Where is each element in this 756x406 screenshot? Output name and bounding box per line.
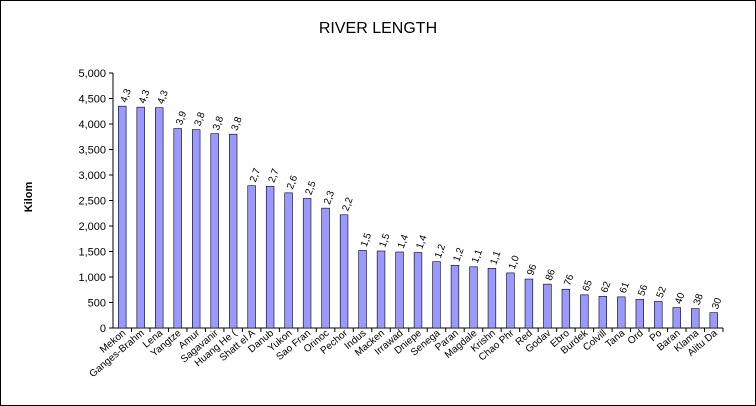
data-label: 2,5	[304, 179, 319, 196]
bar	[247, 185, 256, 329]
bar	[487, 268, 497, 329]
bar	[136, 106, 145, 329]
bar	[413, 252, 423, 329]
data-label: 62	[599, 280, 613, 295]
y-axis-label: Kilom	[23, 182, 35, 213]
bar	[580, 294, 589, 329]
bar	[672, 307, 681, 329]
y-tick-label: 500	[88, 298, 106, 310]
data-label: 3,9	[174, 109, 189, 126]
bar	[284, 192, 293, 329]
y-tick-label: 2,500	[78, 196, 106, 208]
y-tick-label: 2,000	[78, 221, 106, 233]
data-label: 3,8	[230, 115, 245, 132]
data-label: 1,5	[359, 231, 374, 248]
data-label: 52	[655, 285, 669, 300]
bar	[321, 207, 330, 329]
data-label: 56	[636, 283, 650, 298]
data-label: 65	[581, 278, 595, 293]
data-label: 3,8	[211, 114, 226, 131]
y-tick-label: 0	[100, 323, 106, 335]
bar	[376, 250, 386, 329]
y-tick-label: 3,000	[78, 170, 106, 182]
data-label: 1,4	[414, 233, 429, 250]
category-label: Ord	[626, 328, 646, 347]
bar	[450, 264, 460, 329]
data-label: 2,2	[341, 196, 356, 213]
data-label: 1,4	[396, 233, 411, 250]
y-tick-label: 4,500	[78, 94, 106, 106]
data-label: 76	[562, 273, 576, 288]
data-label: 1,0	[507, 254, 522, 271]
data-label: 2,7	[267, 167, 282, 184]
bar	[432, 261, 441, 329]
data-label: 1,1	[470, 248, 485, 265]
data-label: 4,3	[137, 88, 152, 105]
data-label: 30	[710, 296, 724, 311]
y-tick-label: 1,000	[78, 272, 106, 284]
bar	[339, 214, 349, 329]
data-label: 61	[618, 280, 632, 295]
bar	[506, 272, 515, 329]
data-label: 1,1	[488, 249, 503, 266]
chart-title: RIVER LENGTH	[319, 20, 437, 37]
data-label: 4,3	[156, 88, 171, 105]
data-label: 96	[525, 262, 539, 277]
plot-area: 0 500 1,000 1,500 2,000 2,500 3,000 3,500 4,000 4…	[78, 68, 724, 380]
bar	[691, 308, 700, 329]
bar	[173, 128, 182, 329]
bar	[617, 296, 626, 329]
data-label: 4,3	[119, 87, 134, 104]
bar	[265, 185, 275, 329]
bar	[192, 129, 201, 329]
bar	[635, 299, 644, 329]
data-label: 2,6	[285, 174, 300, 191]
bar	[358, 250, 367, 329]
data-label: 1,2	[433, 242, 448, 259]
bar	[524, 278, 534, 329]
data-label: 38	[692, 292, 706, 307]
bar	[709, 312, 718, 329]
bar	[598, 296, 608, 329]
y-tick-label: 1,500	[78, 247, 106, 259]
bar	[561, 288, 571, 329]
data-label: 86	[544, 268, 558, 283]
bar	[302, 198, 312, 329]
y-tick-label: 3,500	[78, 145, 106, 157]
y-tick-label: 4,000	[78, 119, 106, 131]
category-label: Tana	[604, 328, 628, 351]
bar	[155, 107, 164, 329]
bar	[654, 301, 663, 329]
data-label: 40	[673, 291, 687, 306]
bar	[210, 133, 219, 329]
bar	[118, 105, 127, 329]
y-tick-label: 5,000	[78, 68, 106, 80]
bar	[543, 283, 552, 329]
bar	[395, 251, 404, 329]
bar	[228, 133, 238, 329]
data-label: 2,7	[248, 166, 263, 183]
data-label: 1,2	[451, 246, 466, 263]
bar	[469, 266, 478, 329]
data-label: 3,8	[193, 110, 208, 127]
data-label: 2,3	[322, 189, 337, 206]
data-label: 1,5	[378, 232, 393, 249]
